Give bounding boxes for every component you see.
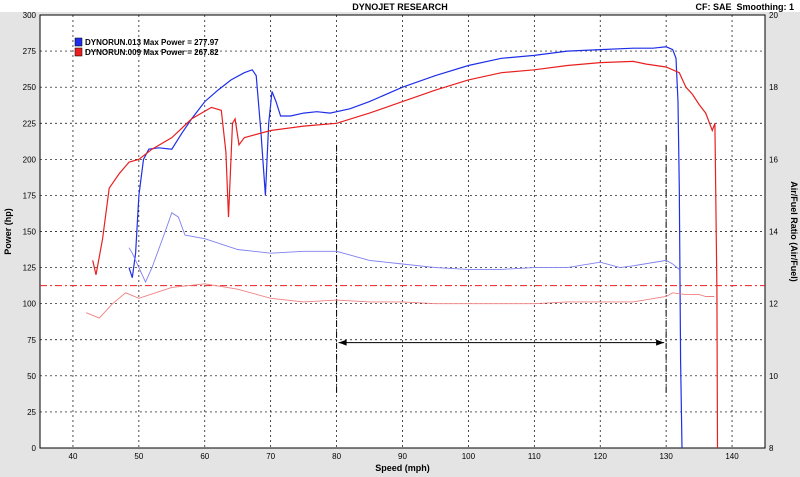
series-line-3 — [85, 283, 715, 319]
y-tick-label: 300 — [23, 11, 37, 20]
range-arrow-left-head — [338, 339, 347, 346]
x-tick-label: 70 — [266, 452, 275, 461]
y-tick-label: 200 — [23, 155, 37, 164]
y2-axis-label: Air/Fuel Ratio (Air/Fuel) — [789, 181, 799, 282]
series-line-1 — [92, 60, 719, 448]
y2-tick-label: 16 — [769, 155, 778, 164]
x-tick-label: 140 — [725, 452, 739, 461]
y-tick-label: 125 — [23, 264, 37, 273]
y-tick-label: 50 — [27, 372, 36, 381]
x-tick-label: 110 — [528, 452, 541, 461]
y-tick-label: 0 — [32, 444, 37, 453]
series-line-2 — [128, 212, 680, 284]
y-tick-label: 275 — [23, 47, 37, 56]
y-tick-label: 150 — [23, 228, 37, 237]
y2-tick-label: 8 — [769, 444, 774, 453]
cf-label: CF: SAE — [695, 2, 732, 12]
y2-tick-label: 18 — [769, 83, 778, 92]
y2-tick-label: 14 — [769, 228, 778, 237]
correction-info: CF: SAE Smoothing: 1 — [695, 2, 794, 12]
y-axis-label: Power (hp) — [3, 208, 13, 255]
chart-title: DYNOJET RESEARCH — [352, 2, 448, 12]
legend-label: DYNORUN.009 Max Power = 267.82 — [85, 48, 219, 57]
y-tick-label: 100 — [23, 300, 37, 309]
x-tick-label: 90 — [398, 452, 407, 461]
x-tick-label: 40 — [69, 452, 78, 461]
series-line-0 — [128, 46, 683, 448]
legend-label: DYNORUN.013 Max Power = 277.97 — [85, 38, 219, 47]
grid — [40, 14, 765, 449]
y-tick-label: 175 — [23, 191, 37, 200]
x-tick-label: 80 — [332, 452, 341, 461]
range-markers — [336, 144, 667, 394]
smoothing-label: Smoothing: 1 — [736, 2, 795, 12]
x-tick-label: 60 — [200, 452, 209, 461]
y2-tick-label: 12 — [769, 300, 778, 309]
x-tick-label: 120 — [594, 452, 608, 461]
y2-tick-label: 20 — [769, 11, 778, 20]
y-tick-label: 225 — [23, 119, 37, 128]
legend-swatch — [74, 37, 83, 47]
x-tick-label: 130 — [659, 452, 673, 461]
legend: DYNORUN.013 Max Power = 277.97DYNORUN.00… — [74, 37, 219, 57]
y-tick-label: 25 — [27, 408, 36, 417]
y2-tick-label: 10 — [769, 372, 778, 381]
legend-swatch — [74, 47, 83, 57]
range-arrow-right-head — [656, 339, 665, 346]
x-axis-label: Speed (mph) — [375, 463, 430, 473]
y-tick-label: 250 — [23, 83, 37, 92]
x-tick-label: 100 — [462, 452, 476, 461]
x-tick-label: 50 — [134, 452, 143, 461]
y-tick-label: 75 — [27, 336, 36, 345]
